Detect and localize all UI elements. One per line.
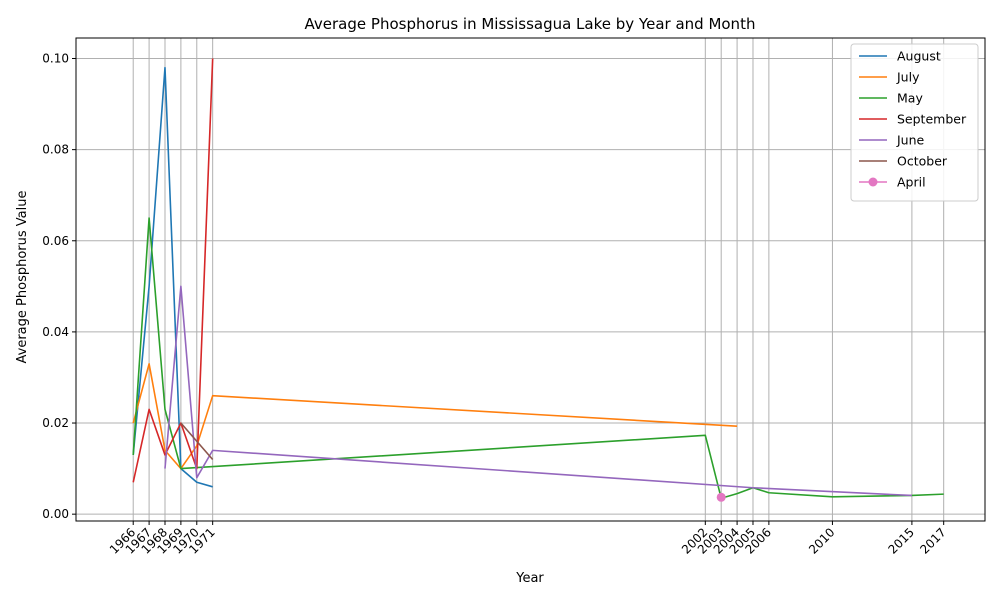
y-tick-label: 0.08 xyxy=(42,143,69,157)
legend: August July May September June October April xyxy=(850,43,979,202)
x-axis-label: Year xyxy=(515,571,544,586)
series-line-october xyxy=(180,422,214,461)
series-line-august xyxy=(132,66,213,488)
legend-label-may: May xyxy=(897,91,923,106)
y-tick-label: 0.02 xyxy=(42,416,69,430)
legend-label-june: June xyxy=(896,133,925,148)
legend-label-october: October xyxy=(897,154,948,169)
y-tick-label: 0.10 xyxy=(42,52,69,66)
chart-title: Average Phosphorus in Mississagua Lake b… xyxy=(305,15,756,33)
data-point-april xyxy=(716,492,726,502)
legend-label-july: July xyxy=(896,70,920,85)
y-tick-label: 0.00 xyxy=(42,507,69,521)
series-line-june xyxy=(164,285,912,497)
series-line-september xyxy=(132,58,214,483)
legend-label-april: April xyxy=(897,175,926,190)
legend-marker-april xyxy=(868,177,878,187)
series-line-may xyxy=(132,217,944,500)
axes-frame xyxy=(75,37,986,522)
legend-label-september: September xyxy=(897,112,967,127)
y-tick-label: 0.04 xyxy=(42,325,69,339)
y-axis-label: Average Phosphorus Value xyxy=(15,191,30,364)
legend-label-august: August xyxy=(897,49,941,64)
y-tick-label: 0.06 xyxy=(42,234,69,248)
